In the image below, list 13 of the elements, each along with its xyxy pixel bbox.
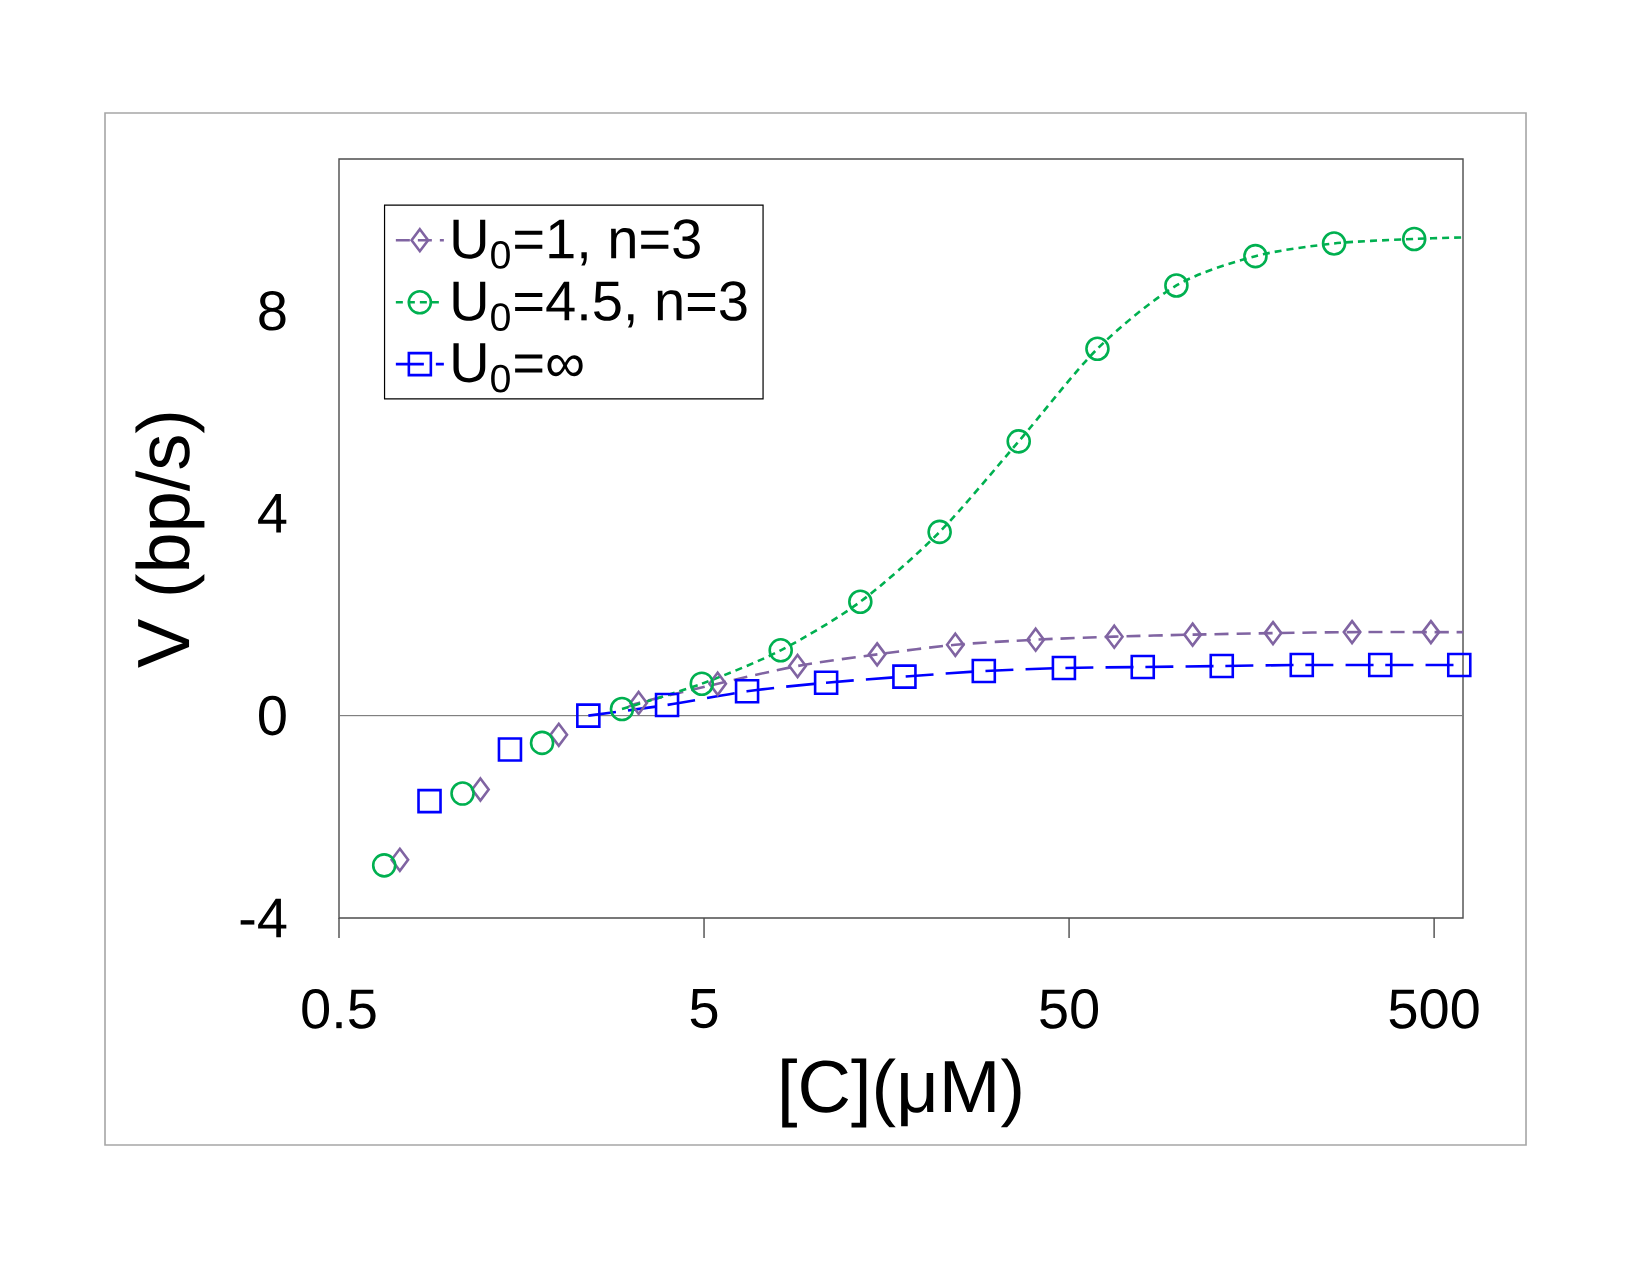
y-tick-label: 0 [259, 695, 286, 736]
y-tick-label: 4 [258, 493, 287, 533]
x-axis-title: [C](μM) [782, 1058, 1021, 1128]
x-tick-label: 5 [690, 989, 718, 1029]
x-tick-label: 500 [1389, 989, 1479, 1029]
legend-label: U$_{0}$=1, n=3 [453, 219, 700, 269]
x-tick-label: 50 [1040, 989, 1099, 1029]
x-tick-label: 0.5 [302, 989, 376, 1029]
y-tick-label: 8 [259, 290, 286, 331]
y-tick-label: -4 [240, 898, 287, 938]
legend-label: U$_{0}$=4.5, n=3 [453, 281, 747, 331]
legend-label: U$_{0}$=∞ [453, 343, 583, 393]
y-axis-title: V (bp/s) [135, 413, 205, 668]
